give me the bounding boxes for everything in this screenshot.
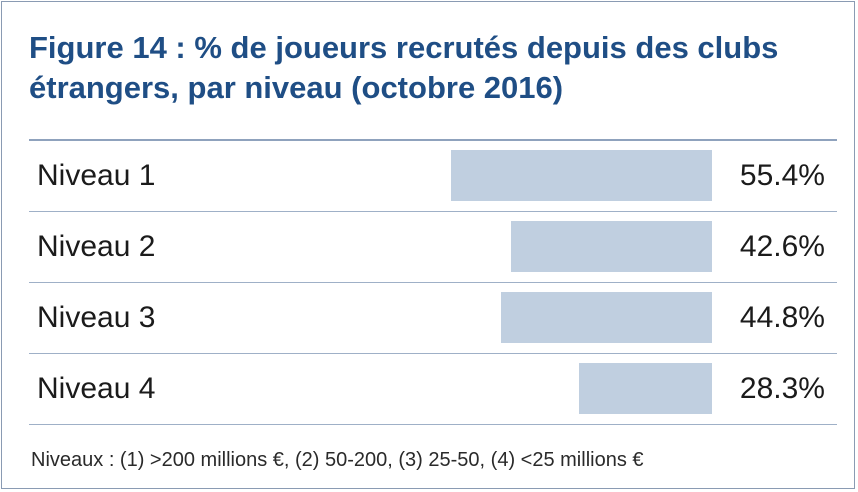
row-divider: [29, 282, 837, 283]
row-label: Niveau 3: [37, 300, 156, 334]
table-top-rule: [29, 139, 837, 141]
row-label: Niveau 4: [37, 371, 156, 405]
row-label: Niveau 1: [37, 158, 156, 192]
chart-title: Figure 14 : % de joueurs recrutés depuis…: [29, 30, 779, 105]
row-divider: [29, 353, 837, 354]
row-divider: [29, 424, 837, 425]
bar: [500, 292, 712, 343]
value-label: 28.3%: [739, 371, 825, 405]
row-label: Niveau 2: [37, 229, 156, 263]
value-label: 44.8%: [739, 300, 825, 334]
bar: [451, 150, 712, 201]
value-label: 55.4%: [739, 158, 825, 192]
bar: [578, 363, 712, 414]
bar: [511, 221, 712, 272]
row-divider: [29, 211, 837, 212]
chart-footnote: Niveaux : (1) >200 millions €, (2) 50-20…: [31, 449, 644, 471]
value-label: 42.6%: [739, 229, 825, 263]
